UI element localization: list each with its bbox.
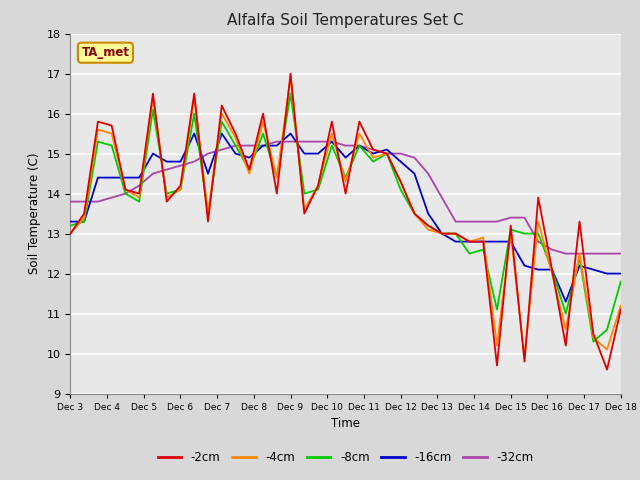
X-axis label: Time: Time (331, 417, 360, 430)
Text: TA_met: TA_met (81, 46, 129, 59)
Legend: -2cm, -4cm, -8cm, -16cm, -32cm: -2cm, -4cm, -8cm, -16cm, -32cm (153, 446, 538, 469)
Y-axis label: Soil Temperature (C): Soil Temperature (C) (28, 153, 41, 275)
Title: Alfalfa Soil Temperatures Set C: Alfalfa Soil Temperatures Set C (227, 13, 464, 28)
